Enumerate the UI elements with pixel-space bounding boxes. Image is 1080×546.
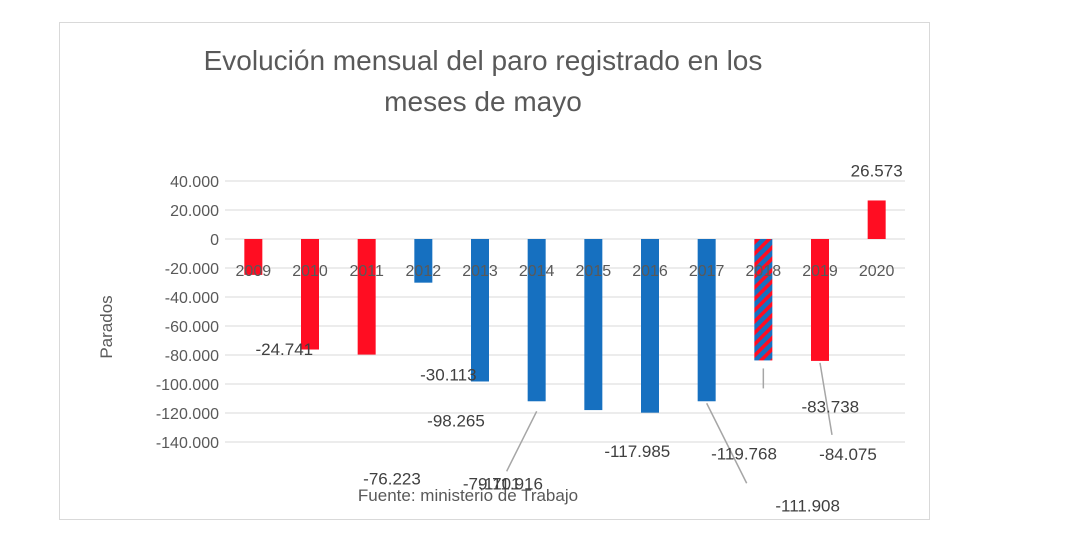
data-label-2010: -76.223 xyxy=(363,470,421,489)
y-tick-label: 20.000 xyxy=(170,203,219,220)
bar-2009 xyxy=(244,239,263,275)
data-label-2016: -119.768 xyxy=(711,445,777,464)
bar-2015 xyxy=(584,239,603,411)
leader-line xyxy=(705,402,748,484)
data-label-2018: -83.738 xyxy=(801,397,859,416)
y-tick-label: -40.000 xyxy=(165,290,219,307)
y-tick-label: 40.000 xyxy=(170,174,219,191)
y-tick-label: -140.000 xyxy=(156,435,219,452)
y-axis-ticks: 40.000 20.000 0 -20.000 -40.000 -60.000 -80.00… xyxy=(156,174,219,452)
x-tick-label: 2009 xyxy=(236,263,272,280)
y-tick-label: -20.000 xyxy=(165,261,219,278)
x-tick-label: 2013 xyxy=(462,263,498,280)
data-label-2017: -111.908 xyxy=(775,496,840,515)
bar-chart: Evolución mensual del paro registrado en… xyxy=(97,45,905,515)
data-label-2020: 26.573 xyxy=(851,161,903,180)
x-tick-label: 2015 xyxy=(576,263,612,280)
y-tick-label: -60.000 xyxy=(165,319,219,336)
data-label-2013: -98.265 xyxy=(427,411,485,430)
bars xyxy=(244,200,886,413)
x-tick-label: 2018 xyxy=(746,263,782,280)
y-tick-label: -80.000 xyxy=(165,348,219,365)
bar-2018 xyxy=(754,239,773,361)
x-tick-label: 2016 xyxy=(632,263,668,280)
y-tick-label: 0 xyxy=(210,232,219,249)
bar-2010 xyxy=(301,239,319,350)
data-label-2012: -30.113 xyxy=(420,366,476,385)
x-tick-label: 2020 xyxy=(859,263,895,280)
data-label-2009: -24.741 xyxy=(255,340,313,359)
data-label-2019: -84.075 xyxy=(819,445,877,464)
leader-lines xyxy=(505,362,833,484)
data-label-2014: -111.916 xyxy=(478,474,543,493)
leader-line xyxy=(505,410,538,472)
source-note: Fuente: ministerio de Trabajo xyxy=(358,486,578,505)
data-label-2011: -79.701 xyxy=(463,475,521,494)
gridlines xyxy=(225,180,905,443)
bar-2019 xyxy=(811,239,829,361)
y-axis-label: Parados xyxy=(97,295,116,358)
bar-2014 xyxy=(527,239,546,402)
x-tick-label: 2014 xyxy=(519,263,555,280)
bar-2017 xyxy=(697,239,716,402)
bar-2020 xyxy=(867,200,886,239)
y-tick-label: -120.000 xyxy=(156,406,219,423)
bar-2012 xyxy=(414,239,433,283)
bar-2011 xyxy=(357,239,376,355)
chart-title-line-2: meses de mayo xyxy=(384,86,582,117)
x-tick-label: 2010 xyxy=(292,263,328,280)
leader-line xyxy=(819,362,833,436)
bar-2016 xyxy=(641,239,659,413)
data-label-2015: -117.985 xyxy=(604,442,670,461)
x-tick-label: 2019 xyxy=(802,263,838,280)
x-tick-label: 2011 xyxy=(349,263,384,280)
data-labels: -24.741 -76.223 -79.701 -30.113 -98.265 -111.… xyxy=(255,161,902,515)
chart-frame: Evolución mensual del paro registrado en… xyxy=(59,22,930,520)
bar-2013 xyxy=(471,239,489,382)
x-axis-categories: 2009 2010 2011 2012 2013 2014 2015 2016 2017 2018… xyxy=(236,263,895,280)
x-tick-label: 2017 xyxy=(689,263,725,280)
x-tick-label: 2012 xyxy=(406,263,442,280)
y-tick-label: -100.000 xyxy=(156,377,219,394)
chart-title-line-1: Evolución mensual del paro registrado en… xyxy=(204,45,763,76)
